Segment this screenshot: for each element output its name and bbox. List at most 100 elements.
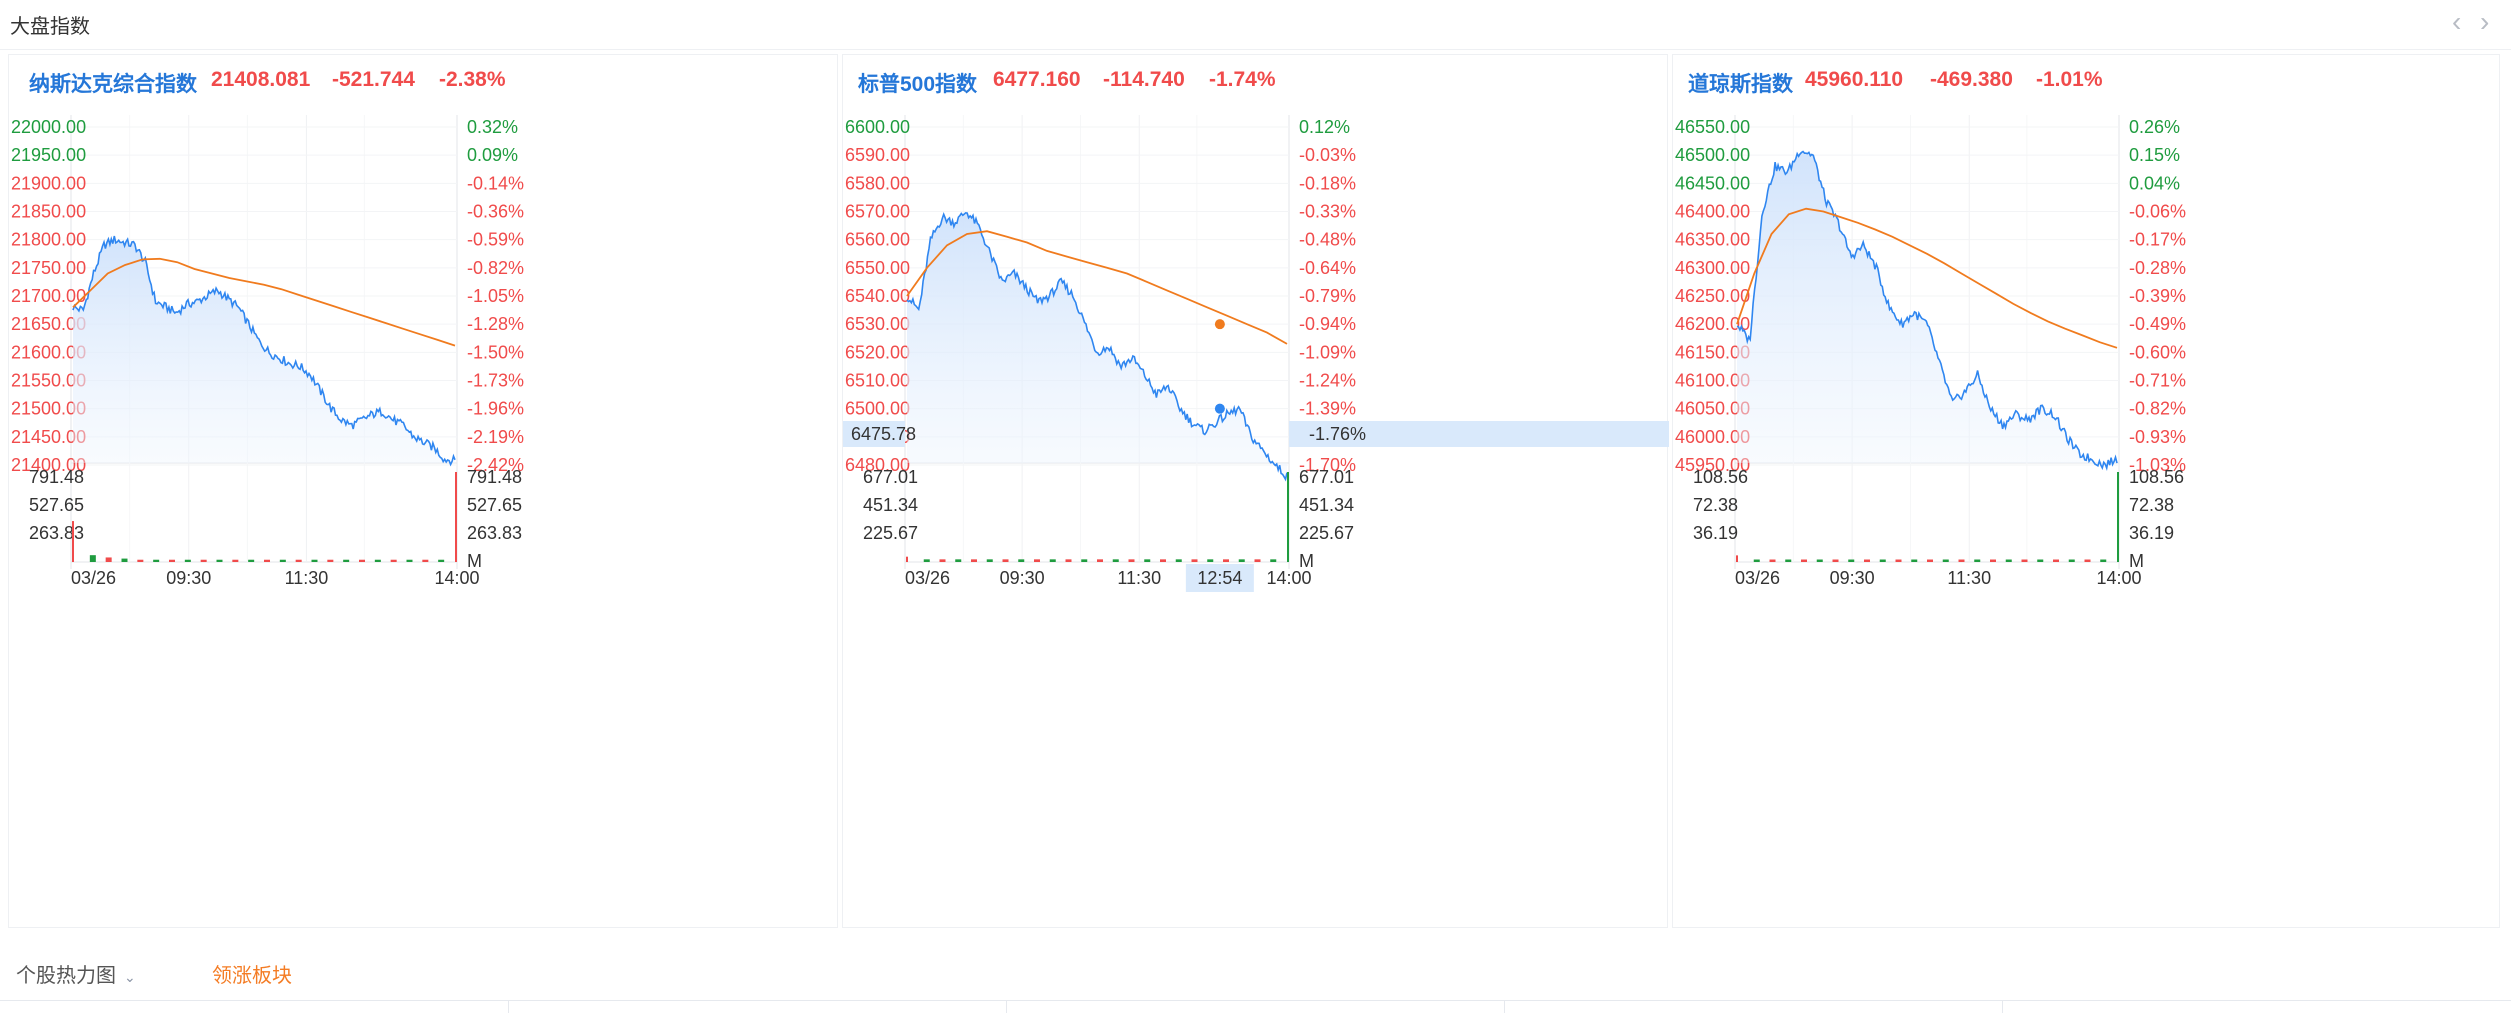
- crosshair-price-dot: [1214, 403, 1225, 414]
- volume-bar: [1191, 559, 1198, 562]
- volume-bar: [390, 559, 397, 562]
- time-tick-label: 11:30: [285, 568, 329, 588]
- price-tick-label: 21650.00: [11, 314, 86, 334]
- crosshair-average-dot: [1214, 319, 1225, 330]
- time-tick-label: 09:30: [1830, 568, 1875, 588]
- divider: [1504, 1000, 1505, 1013]
- volume-bar: [1927, 559, 1933, 562]
- volume-bar: [1018, 559, 1025, 562]
- volume-bar: [1769, 559, 1776, 562]
- tab-leading-sectors[interactable]: 领涨板块: [212, 965, 292, 987]
- price-tick-label: 46300.00: [1675, 258, 1750, 278]
- volume-bar: [2068, 559, 2075, 562]
- pct-tick-label: -0.60%: [2129, 342, 2186, 362]
- price-tick-label: 46250.00: [1675, 286, 1750, 306]
- pct-tick-label: -0.06%: [2129, 202, 2186, 222]
- volume-bar: [455, 472, 457, 562]
- volume-bar: [184, 559, 191, 562]
- index-price: 21408.081: [211, 68, 311, 91]
- average-line: [906, 230, 1288, 345]
- price-tick-label: 6540.00: [845, 286, 910, 306]
- time-tick-label: 09:30: [1000, 568, 1045, 588]
- price-tick-label: 46350.00: [1675, 230, 1750, 250]
- price-line: [72, 235, 456, 467]
- volume-bar: [327, 559, 334, 562]
- volume-bar: [200, 559, 207, 562]
- price-tick-label: 6600.00: [845, 117, 910, 137]
- volume-bar: [2100, 559, 2107, 562]
- volume-bar: [89, 555, 96, 562]
- volume-tick-label: 451.34: [863, 495, 918, 515]
- intraday-chart[interactable]: 46550.00 0.26% 46500.00 0.15% 46450.00 0.04% 4…: [1673, 55, 2501, 929]
- pct-tick-label: -1.09%: [1299, 342, 1356, 362]
- average-line: [1736, 207, 2118, 349]
- volume-bar: [1864, 559, 1870, 562]
- volume-bar: [1128, 559, 1135, 562]
- pct-tick-label: -0.71%: [2129, 371, 2186, 391]
- pct-tick-label: -0.36%: [467, 202, 524, 222]
- price-tick-label: 6560.00: [845, 230, 910, 250]
- pct-tick-label: -0.18%: [1299, 173, 1356, 193]
- index-panel-sp500[interactable]: 标普500指数 6477.160 -114.740 -1.74% 6600.00…: [842, 54, 1669, 929]
- volume-tick-label: 72.38: [1693, 495, 1738, 515]
- volume-bar: [1832, 559, 1839, 562]
- pct-tick-label: -0.48%: [1299, 230, 1356, 250]
- volume-bar: [1816, 559, 1823, 562]
- price-tick-label: 46000.00: [1675, 427, 1750, 447]
- volume-bar: [137, 559, 144, 562]
- volume-bar: [311, 559, 318, 562]
- volume-bar: [1238, 559, 1245, 562]
- pct-tick-label: -0.28%: [2129, 258, 2186, 278]
- price-tick-label: 46150.00: [1675, 342, 1750, 362]
- intraday-chart[interactable]: 6600.00 0.12% 6590.00 -0.03% 6580.00 -0.18% 65…: [843, 55, 1669, 929]
- index-change: -469.380: [1930, 68, 2013, 91]
- intraday-chart[interactable]: 22000.00 0.32% 21950.00 0.09% 21900.00 -0.14%…: [9, 55, 839, 929]
- volume-bar: [2037, 559, 2044, 562]
- chevron-right-icon[interactable]: ›: [2480, 6, 2490, 37]
- time-tick-label: 14:00: [1266, 568, 1311, 588]
- volume-bar: [1736, 555, 1738, 562]
- pct-tick-label: 0.12%: [1299, 117, 1350, 137]
- footer-tabs: 个股热力图 ⌄ 领涨板块: [0, 945, 2511, 1013]
- price-tick-label: 21900.00: [11, 173, 86, 193]
- index-name: 道琼斯指数: [1688, 73, 1793, 96]
- pct-tick-label: -0.93%: [2129, 427, 2186, 447]
- price-tick-label: 6480.00: [845, 455, 910, 475]
- index-change-pct: -1.01%: [2036, 68, 2103, 91]
- volume-bar: [1175, 559, 1182, 562]
- pct-tick-label: -1.96%: [467, 399, 524, 419]
- pct-tick-label: -1.73%: [467, 371, 524, 391]
- pct-tick-label: -0.17%: [2129, 230, 2186, 250]
- volume-tick-label-right: 451.34: [1299, 495, 1354, 515]
- time-tick-label: 14:00: [434, 568, 479, 588]
- volume-bar: [232, 559, 239, 562]
- pct-tick-label: -1.70%: [1299, 455, 1356, 475]
- price-area: [1737, 151, 2117, 469]
- chevron-left-icon[interactable]: ‹: [2452, 6, 2462, 37]
- price-tick-label: 46500.00: [1675, 145, 1750, 165]
- divider: [0, 1000, 2511, 1001]
- crosshair-pct-label-bg: [1289, 421, 1669, 447]
- time-tick-label: 11:30: [1947, 568, 1991, 588]
- price-tick-label: 6520.00: [845, 342, 910, 362]
- tab-stock-heatmap[interactable]: 个股热力图 ⌄: [16, 959, 136, 988]
- price-tick-label: 22000.00: [11, 117, 86, 137]
- volume-tick-label: 791.48: [29, 467, 84, 487]
- volume-tick-label: 263.83: [29, 523, 84, 543]
- volume-bar: [422, 559, 429, 562]
- volume-bar: [939, 559, 946, 562]
- chevron-down-icon: ⌄: [124, 969, 136, 985]
- time-tick-label: 03/26: [905, 568, 950, 588]
- volume-bar: [971, 559, 977, 562]
- volume-bar: [1207, 559, 1214, 562]
- crosshair-price-label: 6475.78: [851, 424, 916, 444]
- volume-bar: [72, 521, 74, 562]
- index-panel-nasdaq[interactable]: 纳斯达克综合指数 21408.081 -521.744 -2.38% 22000…: [8, 54, 838, 928]
- volume-bar: [1049, 559, 1056, 562]
- pct-tick-label: -0.82%: [2129, 399, 2186, 419]
- index-panel-dow[interactable]: 道琼斯指数 45960.110 -469.380 -1.01% 46550.00…: [1672, 54, 2500, 928]
- pct-tick-label: -1.03%: [2129, 455, 2186, 475]
- pct-tick-label: -0.79%: [1299, 286, 1356, 306]
- price-tick-label: 6510.00: [845, 371, 910, 391]
- pct-tick-label: -1.50%: [467, 342, 524, 362]
